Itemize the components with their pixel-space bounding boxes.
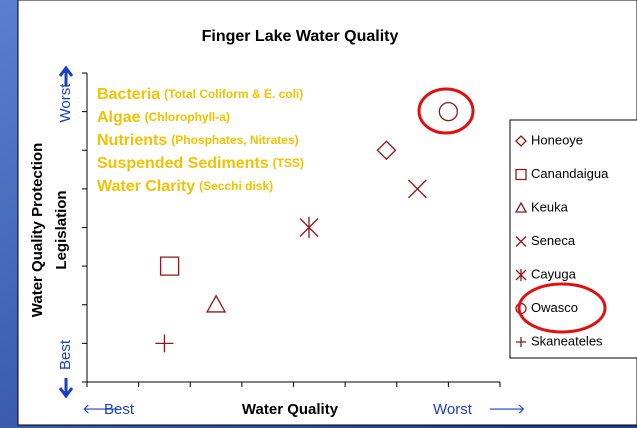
legend-marker xyxy=(515,135,527,147)
annotation-detail: (Phosphates, Nitrates) xyxy=(171,133,298,147)
highlight-ellipse xyxy=(417,87,475,135)
legend-label: Owasco xyxy=(531,300,578,315)
annotation-detail: (TSS) xyxy=(273,156,304,170)
legend-label: Keuka xyxy=(531,199,569,214)
point xyxy=(376,140,397,161)
annotation: Nutrients (Phosphates, Nitrates) xyxy=(97,132,299,149)
point xyxy=(299,216,319,239)
point xyxy=(159,256,180,276)
point xyxy=(438,101,459,122)
annotation: Suspended Sediments (TSS) xyxy=(97,155,304,172)
legend-label: Canandaigua xyxy=(531,166,609,181)
annotation-text: Nutrients xyxy=(97,132,167,149)
legend-label: Skaneateles xyxy=(531,333,603,348)
legend-marker xyxy=(515,236,527,247)
y-low-arrow xyxy=(58,378,74,399)
legend-marker xyxy=(515,168,527,181)
x-low-arrow: 🡐 xyxy=(82,401,120,417)
legend-marker xyxy=(514,201,528,213)
legend-label: Cayuga xyxy=(531,266,577,281)
x-high-label: Worst xyxy=(433,401,473,418)
annotation-detail: (Chlorophyll-a) xyxy=(145,110,230,124)
x-low-label: Best xyxy=(104,401,135,418)
annotation-detail: (Secchi disk) xyxy=(199,179,273,193)
annotation-detail: (Total Coliform & E. coli) xyxy=(164,87,303,101)
y-axis-label: Legislation xyxy=(53,190,70,269)
point xyxy=(407,179,427,199)
x-axis-label: Water Quality xyxy=(242,401,339,418)
annotation-text: Water Clarity xyxy=(97,178,195,195)
legend-marker xyxy=(515,269,527,281)
annotation: Water Clarity (Secchi disk) xyxy=(97,178,273,195)
annotation-text: Suspended Sediments xyxy=(97,155,269,172)
y-low-label: Best xyxy=(57,339,74,370)
annotation-text: Bacteria xyxy=(97,86,160,103)
y-axis-label: Water Quality Protection xyxy=(29,143,46,317)
annotation-text: Algae xyxy=(97,109,141,126)
y-high-label: Worst xyxy=(57,83,74,123)
x-high-arrow: 🡒 xyxy=(488,401,526,417)
y-high-arrow xyxy=(58,65,74,86)
legend-marker xyxy=(516,337,526,347)
highlight-ellipse xyxy=(517,282,607,334)
chart-title: Finger Lake Water Quality xyxy=(202,28,399,45)
legend-box xyxy=(509,119,637,359)
legend-label: Seneca xyxy=(531,233,576,248)
annotation: Bacteria (Total Coliform & E. coli) xyxy=(97,86,303,103)
legend-label: Honeoye xyxy=(531,132,583,147)
point xyxy=(205,294,227,313)
point xyxy=(155,334,174,353)
annotation: Algae (Chlorophyll-a) xyxy=(97,109,230,126)
